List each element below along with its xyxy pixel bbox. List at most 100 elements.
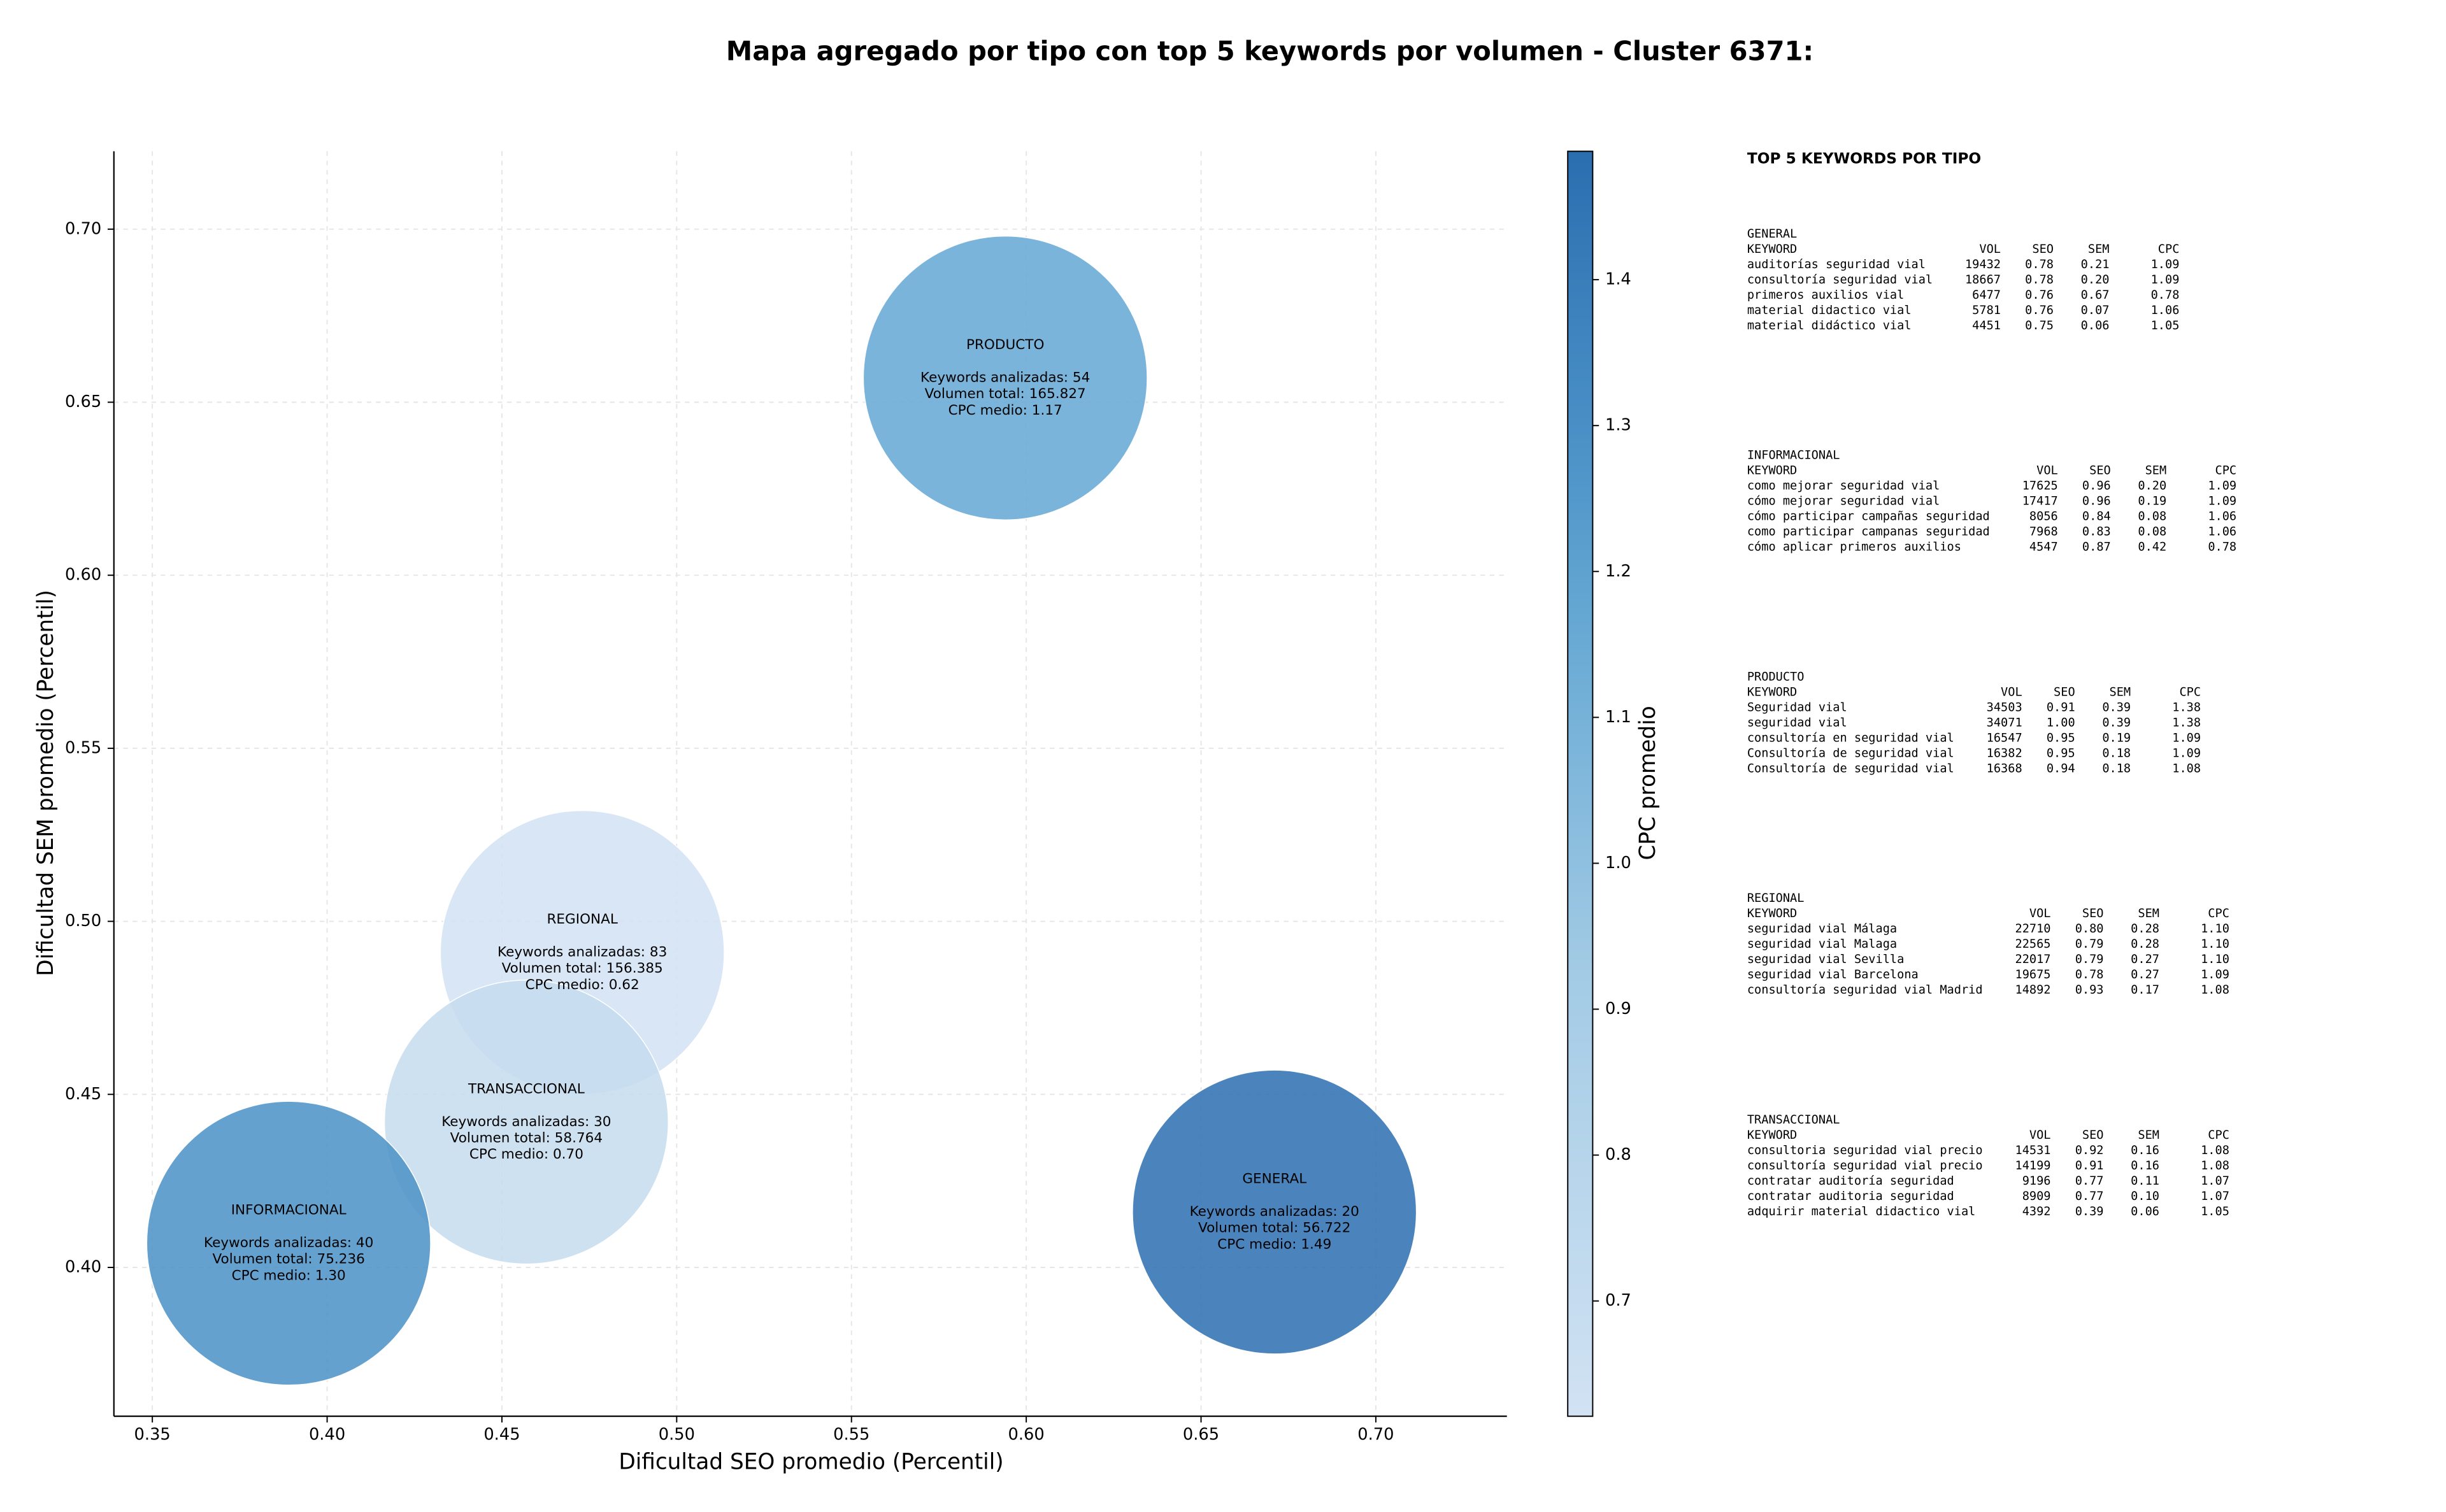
table-cell: adquirir material didactico vial [1747, 1205, 1976, 1218]
colorbar-tick-label: 1.3 [1605, 416, 1631, 435]
table-cell: 0.18 [2102, 762, 2131, 775]
table-cell: 1.07 [2201, 1174, 2229, 1188]
table-cell: 0.39 [2102, 701, 2131, 714]
table-cell: 0.83 [2082, 525, 2111, 539]
table-cell: 1.06 [2208, 510, 2236, 524]
table-cell: 1.06 [2208, 525, 2236, 539]
x-tick-label: 0.55 [833, 1425, 869, 1444]
table-cell: SEM [2138, 1129, 2159, 1142]
table-cell: 0.91 [2047, 701, 2075, 714]
table-cell: 0.11 [2131, 1174, 2159, 1188]
table-cell: material didactico vial [1747, 304, 1912, 317]
table-cell: 6477 [1972, 289, 2001, 302]
table-cell: 0.75 [2025, 319, 2054, 332]
table-cell: 19675 [2015, 968, 2050, 981]
table-name: INFORMACIONAL [1747, 449, 1840, 462]
table-cell: 0.08 [2138, 525, 2166, 539]
table-cell: 34503 [1987, 701, 2022, 714]
table-cell: 1.09 [2172, 731, 2201, 745]
colorbar-label: CPC promedio [1635, 706, 1661, 860]
table-cell: auditorías seguridad vial [1747, 258, 1926, 271]
bubble-annotation: Volumen total: 165.827 [925, 386, 1086, 402]
table-cell: 0.28 [2131, 922, 2159, 936]
table-cell: 0.28 [2131, 938, 2159, 951]
panel-title: TOP 5 KEYWORDS POR TIPO [1747, 150, 1981, 167]
table-cell: Consultoría de seguridad vial [1747, 746, 1954, 760]
table-cell: consultoria seguridad vial precio [1747, 1144, 1983, 1157]
x-tick-label: 0.70 [1357, 1425, 1394, 1444]
table-cell: 1.10 [2201, 938, 2229, 951]
table-cell: 17417 [2022, 495, 2058, 508]
table-cell: 22565 [2015, 938, 2050, 951]
table-cell: consultoría seguridad vial precio [1747, 1159, 1983, 1173]
table-cell: 14531 [2015, 1144, 2050, 1157]
x-tick-label: 0.60 [1008, 1425, 1045, 1444]
table-cell: 4547 [2029, 541, 2058, 554]
table-cell: 1.38 [2172, 701, 2201, 714]
table-cell: 0.93 [2075, 983, 2104, 997]
table-cell: 1.09 [2151, 273, 2180, 287]
table-cell: KEYWORD [1747, 243, 1797, 256]
table-cell: seguridad vial Sevilla [1747, 953, 1904, 966]
table-cell: 0.79 [2075, 938, 2104, 951]
table-cell: 0.95 [2047, 746, 2075, 760]
table-cell: SEO [2082, 1129, 2104, 1142]
table-cell: 7968 [2029, 525, 2058, 539]
x-tick-label: 0.50 [659, 1425, 695, 1444]
bubble [383, 980, 669, 1265]
table-cell: 0.78 [2151, 289, 2180, 302]
bubble-name: INFORMACIONAL [231, 1202, 347, 1218]
colorbar-tick-label: 1.2 [1605, 562, 1631, 581]
table-cell: 22017 [2015, 953, 2050, 966]
table-cell: 1.08 [2201, 983, 2229, 997]
table-cell: 0.07 [2081, 304, 2110, 317]
bubble-annotation: Volumen total: 56.722 [1198, 1220, 1350, 1236]
y-tick-label: 0.50 [65, 911, 101, 931]
table-cell: 0.10 [2131, 1190, 2159, 1203]
colorbar-tick-label: 1.0 [1605, 853, 1631, 873]
bubble-annotation: CPC medio: 1.17 [948, 403, 1062, 418]
bubble-annotation: Keywords analizadas: 83 [497, 944, 667, 960]
table-cell: 1.09 [2201, 968, 2229, 981]
bubble-name: GENERAL [1242, 1171, 1306, 1187]
table-cell: 0.78 [2075, 968, 2104, 981]
table-cell: 0.87 [2082, 541, 2111, 554]
table-cell: 0.16 [2131, 1144, 2159, 1157]
colorbar-tick-label: 0.7 [1605, 1291, 1631, 1310]
table-cell: 22710 [2015, 922, 2050, 936]
table-cell: 0.20 [2081, 273, 2110, 287]
table-cell: como participar campanas seguridad [1747, 525, 1990, 539]
table-cell: VOL [1979, 243, 2001, 256]
table-cell: seguridad vial Barcelona [1747, 968, 1919, 981]
table-cell: SEO [2082, 907, 2104, 920]
table-cell: 1.05 [2201, 1205, 2229, 1218]
table-cell: 1.06 [2151, 304, 2180, 317]
table-cell: 1.08 [2201, 1159, 2229, 1173]
table-cell: 17625 [2022, 480, 2058, 493]
table-cell: 0.16 [2131, 1159, 2159, 1173]
table-cell: 0.19 [2102, 731, 2131, 745]
table-cell: 16368 [1987, 762, 2022, 775]
table-cell: SEO [2089, 464, 2111, 478]
bubble-name: TRANSACCIONAL [468, 1081, 585, 1097]
table-name: TRANSACCIONAL [1747, 1113, 1840, 1127]
bubble-annotation: Volumen total: 75.236 [212, 1252, 364, 1267]
table-cell: 0.76 [2025, 304, 2054, 317]
table-cell: CPC [2215, 464, 2237, 478]
table-cell: 0.96 [2082, 495, 2111, 508]
table-cell: 0.67 [2081, 289, 2110, 302]
table-cell: KEYWORD [1747, 685, 1797, 699]
table-cell: cómo aplicar primeros auxilios [1747, 541, 1961, 554]
table-cell: consultoría seguridad vial [1747, 273, 1933, 287]
table-cell: VOL [2001, 685, 2022, 699]
table-cell: 0.79 [2075, 953, 2104, 966]
x-tick-label: 0.35 [134, 1425, 171, 1444]
chart-title: Mapa agregado por tipo con top 5 keyword… [726, 35, 1813, 66]
table-cell: 1.05 [2151, 319, 2180, 332]
table-cell: 4392 [2022, 1205, 2051, 1218]
table-cell: 16382 [1987, 746, 2022, 760]
table-cell: 0.76 [2025, 289, 2054, 302]
table-cell: contratar auditoria seguridad [1747, 1190, 1954, 1203]
